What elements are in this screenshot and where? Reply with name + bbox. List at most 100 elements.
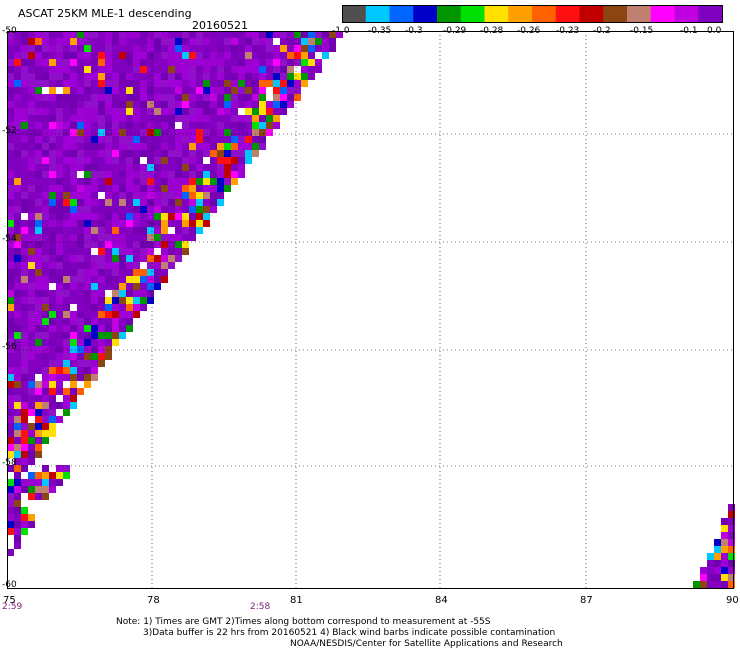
swath-cell xyxy=(70,367,77,374)
swath-cell xyxy=(175,59,182,66)
swath-cell xyxy=(168,255,175,262)
swath-cell xyxy=(112,136,119,143)
swath-cell xyxy=(245,150,252,157)
swath-cell xyxy=(210,206,217,213)
product-date: 20160521 xyxy=(192,19,248,32)
swath-cell xyxy=(98,157,105,164)
swath-cell xyxy=(7,353,14,360)
swath-cell xyxy=(84,31,91,38)
swath-cell xyxy=(203,94,210,101)
swath-cell xyxy=(7,311,14,318)
swath-cell xyxy=(91,227,98,234)
swath-cell xyxy=(154,269,161,276)
swath-cell xyxy=(63,367,70,374)
swath-cell xyxy=(77,248,84,255)
swath-cell xyxy=(63,360,70,367)
swath-cell xyxy=(301,38,308,45)
swath-cell xyxy=(133,178,140,185)
swath-cell xyxy=(126,178,133,185)
swath-cell xyxy=(112,325,119,332)
swath-cell xyxy=(210,143,217,150)
swath-cell xyxy=(84,206,91,213)
swath-cell xyxy=(56,234,63,241)
swath-cell xyxy=(21,185,28,192)
swath-cell xyxy=(98,94,105,101)
swath-cell xyxy=(203,136,210,143)
swath-cell xyxy=(161,262,168,269)
swath-cell xyxy=(42,171,49,178)
swath-cell xyxy=(7,290,14,297)
swath-cell xyxy=(49,311,56,318)
swath-cell xyxy=(231,143,238,150)
swath-cell xyxy=(105,311,112,318)
swath-cell xyxy=(14,269,21,276)
swath-cell xyxy=(91,31,98,38)
swath-cell xyxy=(7,486,14,493)
swath-cell xyxy=(28,213,35,220)
swath-cell xyxy=(14,381,21,388)
swath-cell xyxy=(210,129,217,136)
swath-cell xyxy=(63,353,70,360)
swath-cell xyxy=(119,234,126,241)
swath-cell xyxy=(280,80,287,87)
swath-cell xyxy=(35,297,42,304)
swath-cell xyxy=(63,185,70,192)
swath-cell xyxy=(119,73,126,80)
swath-cell xyxy=(231,52,238,59)
swath-cell xyxy=(91,234,98,241)
swath-cell xyxy=(245,66,252,73)
swath-cell xyxy=(56,94,63,101)
swath-cell xyxy=(98,31,105,38)
swath-cell xyxy=(140,136,147,143)
swath-cell xyxy=(119,122,126,129)
swath-cell xyxy=(161,101,168,108)
swath-cell xyxy=(77,73,84,80)
swath-cell xyxy=(238,108,245,115)
swath-cell xyxy=(147,157,154,164)
swath-cell xyxy=(14,38,21,45)
swath-cell xyxy=(161,255,168,262)
swath-cell xyxy=(28,444,35,451)
swath-cell xyxy=(112,297,119,304)
swath-cell xyxy=(308,31,315,38)
swath-cell xyxy=(14,255,21,262)
swath-cell xyxy=(35,325,42,332)
swath-cell xyxy=(63,255,70,262)
swath-cell xyxy=(84,346,91,353)
swath-cell xyxy=(91,325,98,332)
swath-cell xyxy=(77,283,84,290)
swath-cell xyxy=(70,311,77,318)
swath-cell xyxy=(49,402,56,409)
swath-cell xyxy=(154,80,161,87)
swath-cell xyxy=(14,542,21,549)
swath-cell xyxy=(210,45,217,52)
swath-cell xyxy=(21,486,28,493)
swath-cell xyxy=(91,220,98,227)
swath-cell xyxy=(147,87,154,94)
swath-cell xyxy=(14,164,21,171)
swath-cell xyxy=(168,122,175,129)
swath-cell xyxy=(154,143,161,150)
swath-cell xyxy=(105,171,112,178)
swath-cell xyxy=(42,297,49,304)
swath-cell xyxy=(35,444,42,451)
swath-cell xyxy=(56,255,63,262)
swath-cell xyxy=(196,206,203,213)
swath-cell xyxy=(28,129,35,136)
swath-cell xyxy=(287,45,294,52)
swath-cell xyxy=(154,227,161,234)
swath-cell xyxy=(28,171,35,178)
swath-cell xyxy=(35,157,42,164)
swath-cell xyxy=(42,388,49,395)
swath-cell xyxy=(7,346,14,353)
swath-cell xyxy=(7,367,14,374)
swath-cell xyxy=(21,248,28,255)
swath-cell xyxy=(70,52,77,59)
swath-cell xyxy=(133,304,140,311)
swath-cell xyxy=(182,115,189,122)
swath-cell xyxy=(105,353,112,360)
swath-cell xyxy=(119,297,126,304)
swath-cell xyxy=(700,581,707,588)
swath-cell xyxy=(42,122,49,129)
swath-cell xyxy=(133,199,140,206)
